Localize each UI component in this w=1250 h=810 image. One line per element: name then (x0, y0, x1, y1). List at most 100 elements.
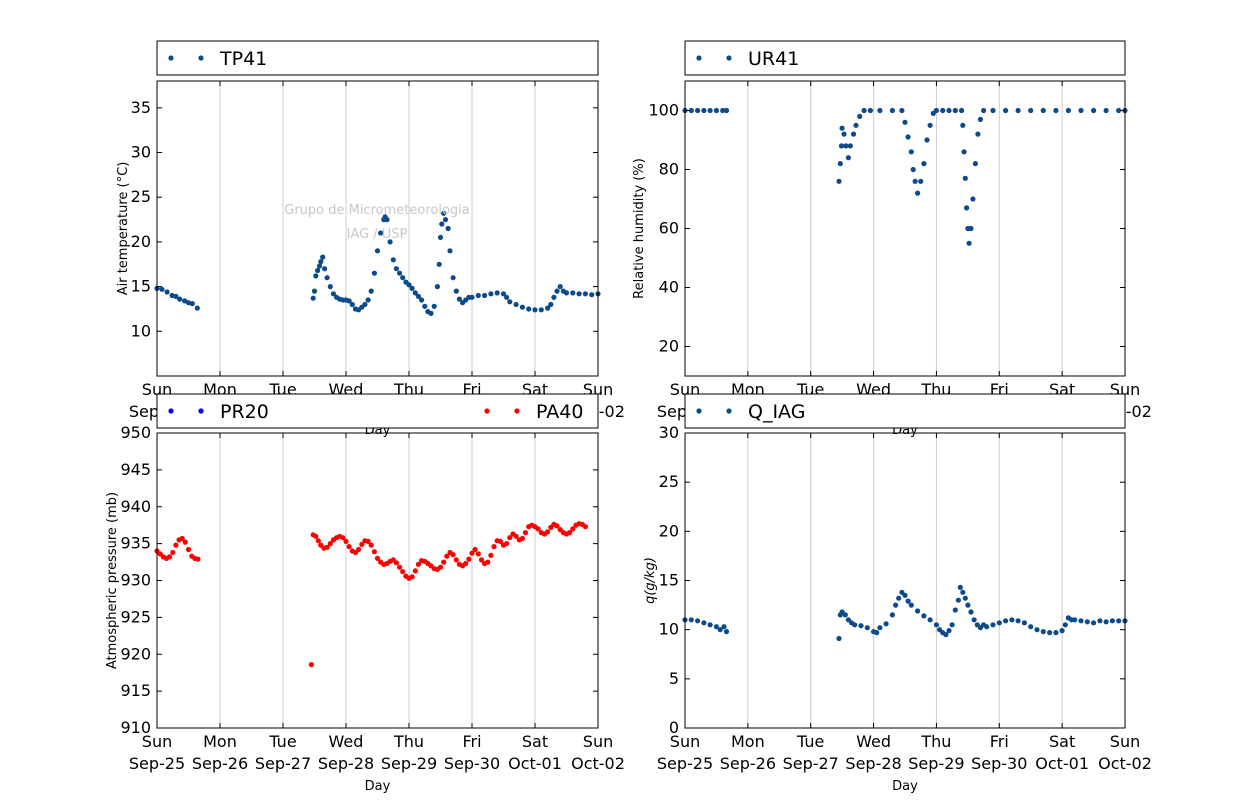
data-point (570, 290, 576, 296)
data-point (589, 292, 595, 298)
y-tick-label: 925 (120, 607, 151, 626)
data-point (896, 595, 902, 601)
x-tick-date: Oct-02 (571, 754, 625, 773)
data-point (450, 275, 456, 281)
x-tick-day: Sat (522, 732, 548, 751)
data-point (1062, 622, 1068, 628)
data-point (952, 107, 958, 114)
data-point (1097, 618, 1103, 624)
data-point (940, 107, 946, 114)
data-point (422, 303, 428, 309)
data-point (845, 155, 852, 161)
data-point (313, 533, 319, 539)
y-tick-label: 35 (131, 98, 151, 117)
data-point (507, 535, 513, 541)
data-point (720, 107, 726, 114)
data-point (554, 523, 560, 529)
data-point (538, 307, 544, 313)
data-point (378, 230, 384, 236)
legend-label: PR20 (220, 401, 269, 423)
x-tick-date: Sep-27 (255, 754, 311, 773)
data-point (513, 533, 519, 539)
data-point (1003, 107, 1009, 114)
data-point (1065, 107, 1071, 114)
data-point (902, 592, 908, 598)
data-point (494, 290, 500, 296)
data-point (837, 161, 843, 167)
data-point (456, 296, 462, 302)
data-point (463, 560, 469, 567)
data-point (393, 266, 399, 272)
watermark-line2: IAG / USP (347, 227, 408, 242)
data-point (838, 143, 845, 149)
legend-marker (168, 55, 174, 61)
data-point (927, 617, 933, 623)
plot-frame (156, 80, 599, 377)
data-point (1047, 630, 1053, 636)
data-point (412, 568, 418, 574)
data-point (469, 550, 475, 556)
data-point (964, 205, 970, 211)
data-point (996, 620, 1002, 626)
legend-frame (156, 393, 599, 429)
data-point (519, 304, 526, 310)
data-point (554, 288, 560, 294)
data-point (707, 622, 713, 628)
data-point (1040, 629, 1046, 635)
watermark-line1: Grupo de Micrometeorologia (284, 203, 470, 218)
y-tick-label: 20 (131, 232, 151, 251)
data-point (1003, 618, 1009, 624)
plot-frame (684, 432, 1126, 729)
data-point (1028, 107, 1034, 114)
data-point (861, 107, 867, 114)
x-tick-day: Wed (856, 732, 891, 751)
data-point (359, 541, 365, 548)
x-tick-date: Sep-28 (318, 754, 374, 773)
data-point (858, 623, 864, 629)
y-tick-label: 30 (131, 143, 151, 162)
data-point (400, 275, 406, 281)
data-point (179, 535, 185, 542)
x-tick-day: Sun (583, 732, 613, 751)
data-point (466, 556, 472, 562)
x-tick-day: Sat (1049, 732, 1075, 751)
legend-marker (198, 55, 204, 61)
y-tick-label: 935 (120, 534, 151, 553)
x-tick-day: Mon (731, 732, 765, 751)
data-point (960, 122, 966, 128)
y-tick-label: 920 (120, 644, 151, 663)
data-point (453, 288, 459, 294)
legend-marker (696, 55, 702, 61)
panel-specific-humidity: 0 5 10 15 20 25 30 Sun Sep-25 Mon Sep-26 Tue Sep-27 W… (643, 393, 1152, 794)
data-point (688, 617, 694, 623)
y-tick-label: 0 (669, 718, 679, 737)
data-point (981, 107, 987, 114)
data-point (374, 555, 381, 562)
data-point (1072, 617, 1078, 623)
data-point (469, 294, 475, 300)
data-point (968, 609, 974, 615)
data-point (1034, 627, 1040, 633)
data-point (482, 292, 488, 299)
data-point (984, 624, 990, 630)
data-point (185, 546, 192, 553)
data-point (853, 122, 859, 128)
data-point (1103, 619, 1109, 625)
data-point (500, 291, 507, 297)
y-tick-label: 950 (120, 423, 151, 442)
data-point (912, 178, 918, 184)
data-point (532, 307, 538, 313)
data-point (365, 538, 371, 545)
data-point (965, 602, 971, 608)
x-tick-date: Oct-01 (508, 754, 562, 773)
data-point (189, 301, 195, 307)
data-point (513, 301, 519, 308)
data-point (921, 161, 927, 167)
data-point (918, 178, 924, 184)
data-point (406, 282, 412, 288)
data-point (1009, 617, 1015, 623)
y-axis-label: Atmospheric pressure (mb) (105, 492, 120, 669)
x-tick-date: Sep-29 (908, 754, 964, 773)
data-point (902, 119, 908, 125)
data-point (867, 107, 874, 114)
